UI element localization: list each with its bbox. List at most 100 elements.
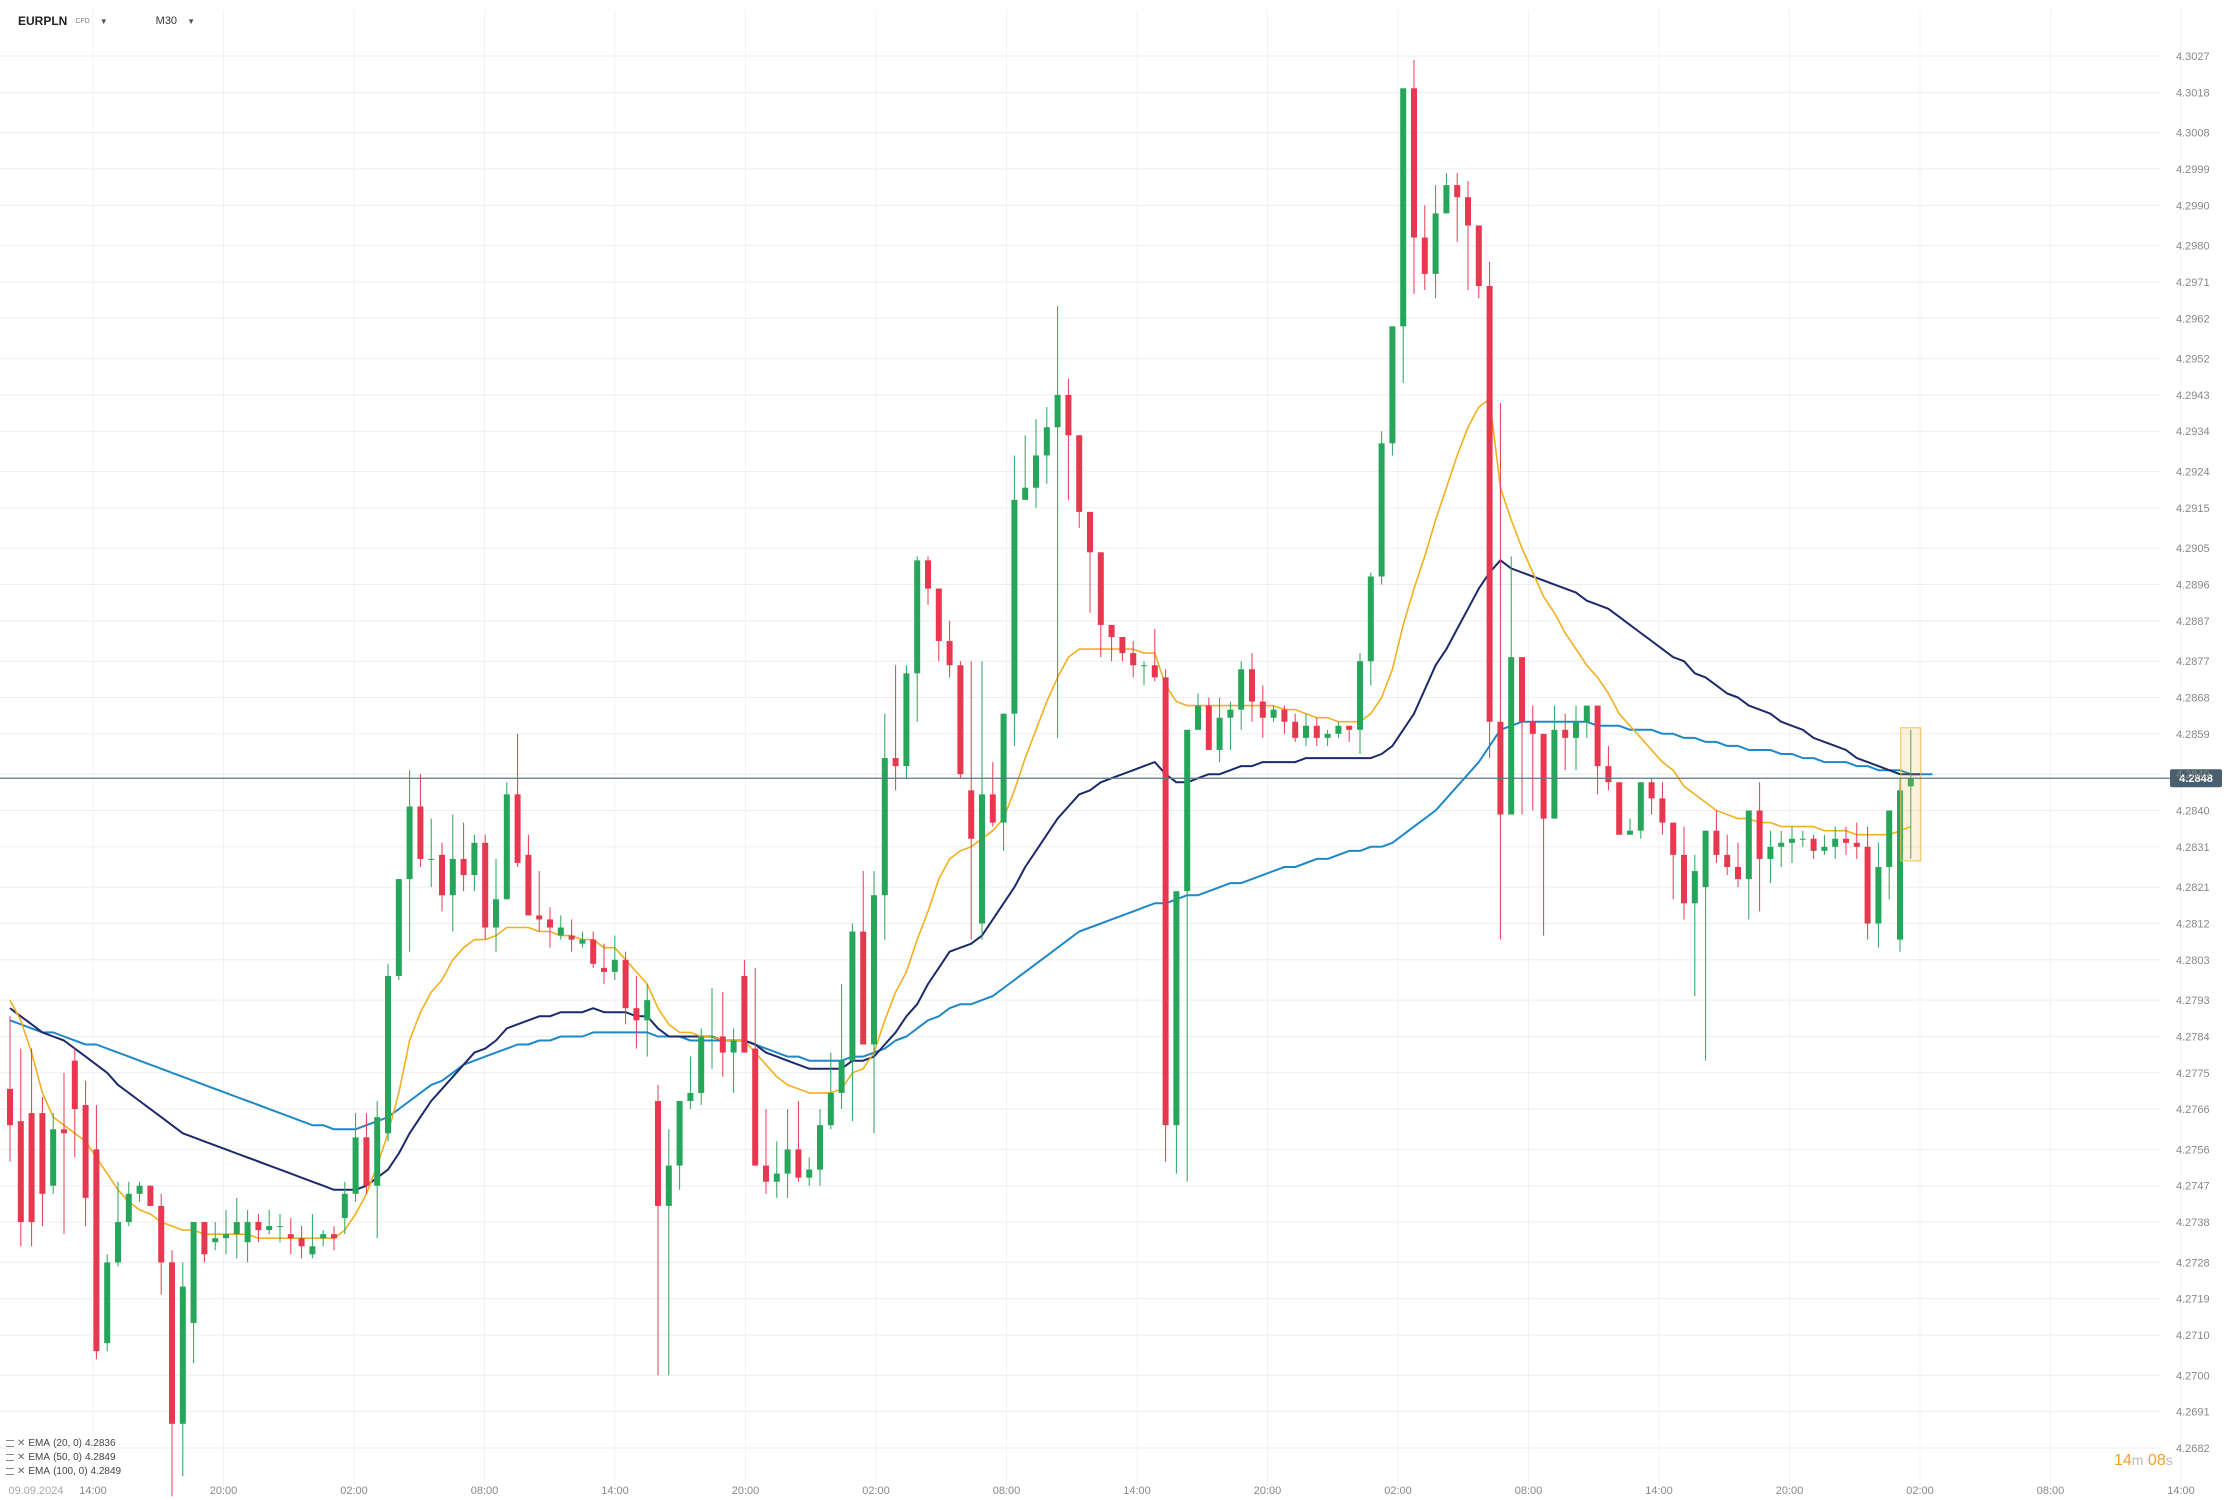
candle bbox=[1713, 810, 1720, 863]
candle bbox=[741, 959, 748, 1053]
candle-body bbox=[741, 975, 748, 1053]
candle bbox=[1065, 378, 1072, 500]
candle-body bbox=[914, 560, 921, 674]
candle-body bbox=[655, 1101, 661, 1206]
candle-body bbox=[989, 794, 996, 823]
candle-body bbox=[925, 560, 931, 589]
y-tick-label: 4.2877 bbox=[2176, 656, 2210, 668]
candle bbox=[417, 774, 424, 867]
candle-body bbox=[1087, 511, 1093, 553]
candle-body bbox=[460, 858, 467, 876]
candle-body bbox=[385, 975, 391, 1134]
candle-body bbox=[255, 1222, 262, 1231]
candle bbox=[1162, 669, 1169, 1162]
ema-lines bbox=[9, 398, 1933, 1239]
x-tick-label: 20:00 bbox=[732, 1485, 760, 1497]
candle-body bbox=[115, 1222, 121, 1263]
candle bbox=[136, 1181, 143, 1202]
remove-icon[interactable]: ✕ bbox=[17, 1437, 26, 1449]
legend-ema-20[interactable]: ✕ EMA (20, 0) 4.2836 bbox=[6, 1436, 121, 1450]
candle-body bbox=[93, 1149, 100, 1352]
candle bbox=[1238, 661, 1245, 730]
candle-body bbox=[1389, 326, 1396, 444]
timer-minutes-unit: m bbox=[2131, 1452, 2144, 1468]
y-tick-label: 4.2952 bbox=[2176, 354, 2210, 366]
y-tick-label: 4.2747 bbox=[2176, 1181, 2210, 1193]
symbol-name[interactable]: EURPLN bbox=[18, 14, 68, 28]
candle bbox=[449, 814, 456, 932]
remove-icon[interactable]: ✕ bbox=[17, 1465, 26, 1477]
candle bbox=[1378, 431, 1385, 585]
candle-body bbox=[50, 1129, 57, 1186]
legend-params: (100, 0) bbox=[53, 1465, 88, 1477]
ema50-line bbox=[9, 559, 1922, 1191]
candle-body bbox=[1799, 838, 1806, 840]
x-tick-label: 02:00 bbox=[340, 1485, 368, 1497]
candle bbox=[773, 1141, 780, 1198]
candle bbox=[374, 1101, 381, 1239]
y-tick-label: 4.2756 bbox=[2176, 1144, 2210, 1156]
candle bbox=[1357, 653, 1363, 755]
candle-body bbox=[1659, 798, 1666, 823]
candle-body bbox=[223, 1234, 229, 1239]
candle bbox=[838, 984, 845, 1110]
candle bbox=[493, 858, 499, 952]
candle-body bbox=[449, 858, 456, 896]
candle-body bbox=[601, 967, 607, 972]
candle bbox=[730, 1028, 737, 1093]
candle-body bbox=[1907, 778, 1914, 787]
y-tick-label: 4.2980 bbox=[2176, 241, 2210, 253]
candle bbox=[1821, 834, 1828, 855]
candle bbox=[1475, 225, 1482, 299]
candle-body bbox=[1486, 285, 1493, 722]
candle-body bbox=[244, 1222, 251, 1243]
candle bbox=[233, 1197, 240, 1259]
settings-icon[interactable] bbox=[6, 1439, 14, 1447]
symbol-dropdown-icon[interactable]: ▼ bbox=[99, 16, 108, 26]
candle-body bbox=[838, 1060, 845, 1093]
candle bbox=[1778, 830, 1785, 867]
candle bbox=[892, 665, 899, 791]
x-tick-label: 14:00 bbox=[79, 1485, 107, 1497]
candle bbox=[341, 1181, 348, 1235]
candle-body bbox=[277, 1226, 283, 1228]
candle bbox=[633, 975, 640, 1049]
candle bbox=[82, 1080, 89, 1227]
candle bbox=[1724, 834, 1731, 876]
candle-body bbox=[1454, 185, 1461, 198]
remove-icon[interactable]: ✕ bbox=[17, 1451, 26, 1463]
settings-icon[interactable] bbox=[6, 1453, 14, 1461]
candle bbox=[989, 762, 996, 827]
candle bbox=[331, 1226, 337, 1251]
legend-value: 4.2849 bbox=[84, 1451, 116, 1463]
candle bbox=[968, 661, 975, 940]
candle bbox=[579, 931, 586, 948]
candle-body bbox=[17, 1121, 24, 1223]
y-tick-label: 4.2943 bbox=[2176, 390, 2210, 402]
candle bbox=[1389, 326, 1396, 456]
candle bbox=[406, 770, 413, 952]
candle-body bbox=[287, 1234, 294, 1239]
legend-ema-50[interactable]: ✕ EMA (50, 0) 4.2849 bbox=[6, 1450, 121, 1464]
x-tick-label: 09.09.2024 bbox=[8, 1485, 63, 1497]
ema100-line bbox=[9, 720, 1933, 1131]
candle bbox=[482, 834, 489, 940]
candle-body bbox=[1886, 810, 1893, 867]
candle-body bbox=[1281, 709, 1288, 722]
candle bbox=[849, 923, 856, 1122]
candle bbox=[1205, 697, 1212, 750]
candle-body bbox=[363, 1137, 370, 1186]
candle bbox=[514, 733, 521, 867]
timeframe-selector[interactable]: M30 bbox=[155, 15, 178, 27]
timeframe-dropdown-icon[interactable]: ▼ bbox=[187, 16, 195, 26]
candle-body bbox=[1324, 733, 1331, 738]
candle bbox=[1616, 782, 1623, 835]
candle-body bbox=[1681, 854, 1687, 904]
candle bbox=[1335, 721, 1342, 738]
candle-body bbox=[892, 758, 899, 767]
candle bbox=[925, 556, 931, 605]
price-label-bg bbox=[2170, 769, 2222, 788]
settings-icon[interactable] bbox=[6, 1467, 14, 1475]
legend-ema-100[interactable]: ✕ EMA (100, 0) 4.2849 bbox=[6, 1464, 121, 1478]
